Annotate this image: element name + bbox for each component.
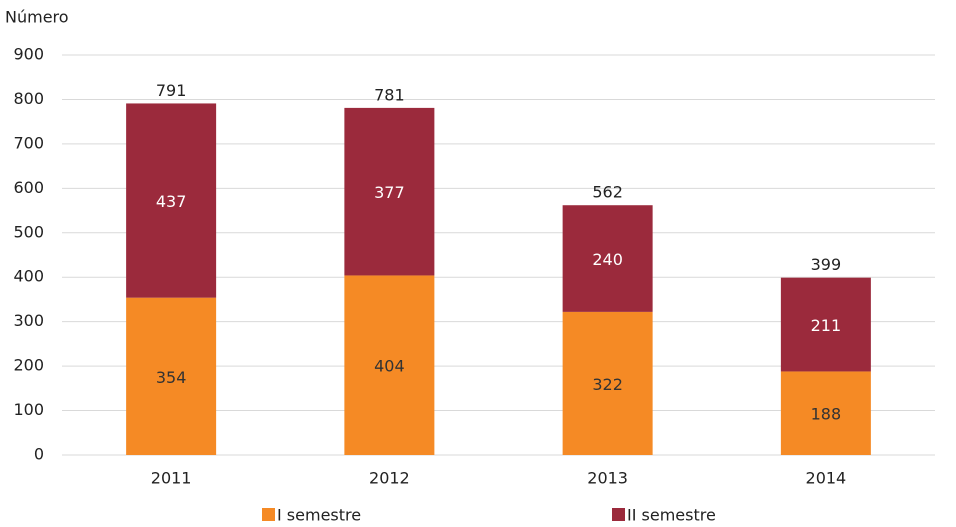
legend-swatch bbox=[612, 508, 625, 521]
y-axis-label: Número bbox=[5, 8, 69, 27]
legend-label: I semestre bbox=[277, 506, 361, 525]
bar-segment bbox=[344, 107, 435, 276]
total-label: 399 bbox=[811, 255, 842, 274]
y-tick-label: 100 bbox=[13, 400, 44, 419]
x-tick-label: 2012 bbox=[369, 469, 410, 488]
bar-segment bbox=[780, 277, 871, 372]
y-tick-label: 600 bbox=[13, 178, 44, 197]
y-tick-label: 500 bbox=[13, 222, 44, 241]
bar-segment bbox=[126, 103, 217, 298]
bar-segment bbox=[344, 275, 435, 455]
y-tick-label: 400 bbox=[13, 267, 44, 286]
total-label: 791 bbox=[156, 81, 187, 100]
bar-segment bbox=[562, 205, 653, 312]
data-label: 322 bbox=[592, 375, 623, 394]
data-label: 240 bbox=[592, 250, 623, 269]
data-label: 188 bbox=[811, 405, 842, 424]
total-label: 781 bbox=[374, 85, 405, 104]
bar-segment bbox=[126, 297, 217, 455]
y-tick-label: 800 bbox=[13, 89, 44, 108]
legend-swatch bbox=[262, 508, 275, 521]
y-tick-label: 300 bbox=[13, 311, 44, 330]
data-label: 404 bbox=[374, 357, 405, 376]
y-tick-label: 0 bbox=[34, 445, 44, 464]
y-tick-label: 700 bbox=[13, 133, 44, 152]
bar-segment bbox=[562, 311, 653, 455]
legend-label: II semestre bbox=[627, 506, 716, 525]
x-tick-label: 2013 bbox=[587, 469, 628, 488]
data-label: 354 bbox=[156, 368, 187, 387]
x-tick-label: 2014 bbox=[806, 469, 847, 488]
data-label: 211 bbox=[811, 316, 842, 335]
x-tick-label: 2011 bbox=[151, 469, 192, 488]
y-tick-label: 900 bbox=[13, 45, 44, 64]
data-label: 437 bbox=[156, 192, 187, 211]
total-label: 562 bbox=[592, 183, 623, 202]
data-label: 377 bbox=[374, 183, 405, 202]
y-tick-label: 200 bbox=[13, 356, 44, 375]
bar-segment bbox=[780, 371, 871, 455]
